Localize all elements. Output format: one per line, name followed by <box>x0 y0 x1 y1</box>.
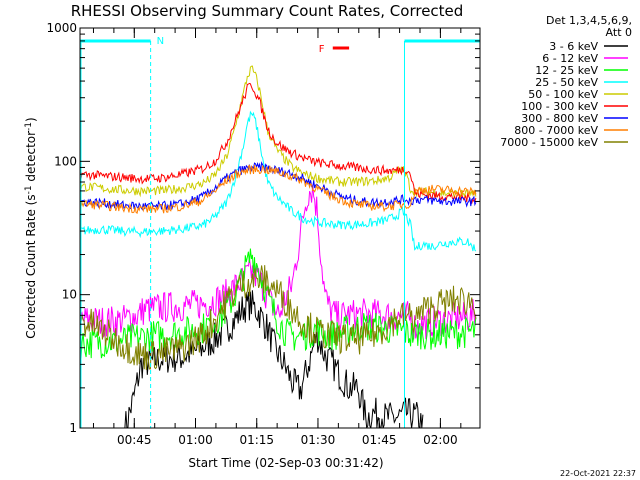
series-line-7 <box>80 164 477 214</box>
y-axis-label-sup1: -1 <box>24 185 34 194</box>
legend-label-8: 7000 - 15000 keV <box>500 136 598 149</box>
y-axis-label-sup2: -1 <box>24 122 34 131</box>
generation-timestamp: 22-Oct-2021 22:37 <box>560 469 636 478</box>
legend-label-0: 3 - 6 keV <box>549 40 598 53</box>
legend-label-2: 12 - 25 keV <box>535 64 598 77</box>
y-axis-label-part2: detector <box>24 131 38 186</box>
series-line-1 <box>80 184 477 340</box>
legend-label-3: 25 - 50 keV <box>535 76 598 89</box>
y-axis-label-part3: ) <box>24 117 38 122</box>
series-line-0 <box>124 290 424 428</box>
x-tick-label-1: 01:00 <box>178 433 213 447</box>
legend-label-7: 800 - 7000 keV <box>514 124 598 137</box>
y-tick-label-0: 1 <box>69 421 77 435</box>
series-line-5 <box>80 82 477 204</box>
x-tick-label-0: 00:45 <box>117 433 152 447</box>
series-group <box>80 65 477 428</box>
plot-frame <box>79 27 481 429</box>
y-tick-label-2: 100 <box>54 154 77 168</box>
series-line-6 <box>80 161 477 211</box>
chart-title: RHESSI Observing Summary Count Rates, Co… <box>71 2 464 20</box>
legend-header-0: Det 1,3,4,5,6,9, <box>546 14 632 27</box>
flare-label: F <box>319 44 325 55</box>
y-tick-label-3: 1000 <box>46 21 77 35</box>
y-axis-label-part1: Corrected Count Rate (s <box>24 194 38 338</box>
x-tick-label-5: 02:00 <box>423 433 458 447</box>
x-axis-label: Start Time (02-Sep-03 00:31:42) <box>188 456 383 470</box>
night-label: N <box>157 36 164 47</box>
series-line-8 <box>80 265 477 370</box>
series-line-3 <box>80 110 477 252</box>
legend-label-1: 6 - 12 keV <box>542 52 598 65</box>
x-tick-label-4: 01:45 <box>362 433 397 447</box>
y-axis-label: Corrected Count Rate (s-1 detector-1) <box>24 117 38 338</box>
series-line-2 <box>80 248 477 360</box>
legend-label-4: 50 - 100 keV <box>528 88 598 101</box>
legend-header-1: Att 0 <box>606 26 632 39</box>
y-tick-label-1: 10 <box>62 288 77 302</box>
x-tick-label-2: 01:15 <box>239 433 274 447</box>
x-tick-label-3: 01:30 <box>301 433 336 447</box>
series-line-4 <box>80 65 477 199</box>
legend-label-5: 100 - 300 keV <box>521 100 598 113</box>
plot-area: N F 1 10 100 1000 00:45 01:00 01:15 01:30 01:45 02:… <box>46 21 481 447</box>
legend-label-6: 300 - 800 keV <box>521 112 598 125</box>
